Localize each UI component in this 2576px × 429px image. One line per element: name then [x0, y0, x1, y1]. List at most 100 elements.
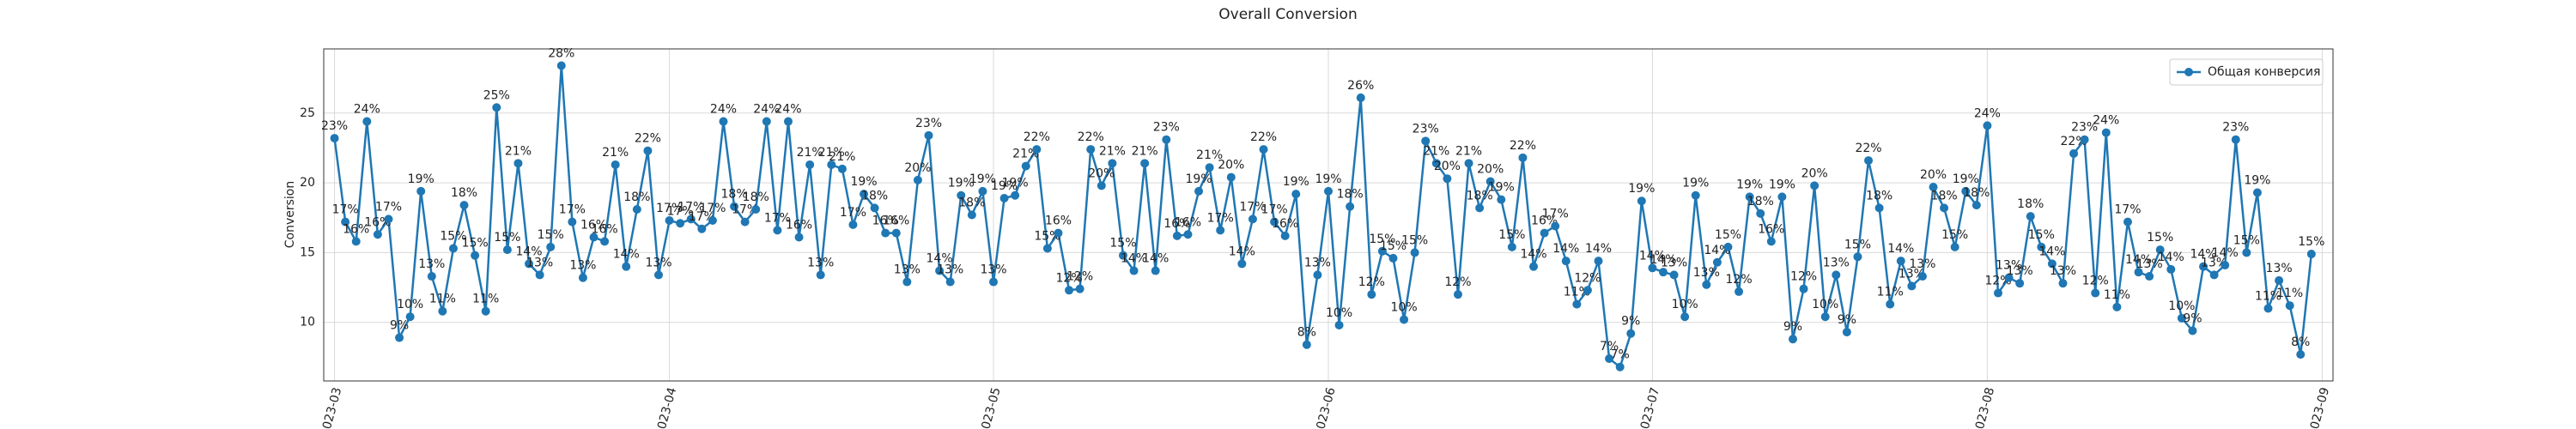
value-label: 18%	[861, 189, 888, 202]
point	[1108, 159, 1117, 168]
value-label: 17%	[840, 206, 866, 220]
value-label: 20%	[1920, 168, 1947, 182]
value-label: 24%	[1974, 106, 2001, 120]
point	[1551, 221, 1560, 231]
value-label: 24%	[2093, 114, 2119, 128]
value-label: 12%	[1444, 275, 1471, 289]
point	[2199, 262, 2208, 271]
value-label: 21%	[505, 144, 532, 158]
value-label: 11%	[2276, 287, 2303, 300]
value-label: 19%	[1283, 175, 1309, 189]
value-label: 20%	[1218, 159, 1244, 172]
value-label: 19%	[850, 175, 877, 189]
value-label: 23%	[1413, 122, 1439, 136]
point	[2242, 248, 2251, 257]
point	[1194, 186, 1204, 196]
value-label: 13%	[1661, 256, 1687, 269]
point	[1820, 312, 1830, 322]
point	[589, 233, 598, 242]
value-label: 14%	[2038, 245, 2065, 258]
point	[2069, 148, 2079, 158]
point	[999, 193, 1009, 202]
value-label: 24%	[775, 103, 801, 117]
point	[1464, 159, 1473, 168]
point	[1896, 257, 1905, 266]
point	[913, 175, 922, 184]
value-label: 17%	[699, 202, 726, 215]
point	[2209, 270, 2219, 280]
point	[751, 204, 761, 214]
value-label: 21%	[1423, 144, 1449, 158]
chart-title: Overall Conversion	[1218, 6, 1357, 23]
legend-box	[2169, 58, 2324, 86]
point	[2134, 268, 2143, 277]
point	[1766, 237, 1776, 246]
value-label: 15%	[538, 228, 564, 242]
value-label: 22%	[1024, 130, 1050, 144]
value-label: 15%	[1498, 228, 1525, 242]
value-label: 17%	[375, 200, 402, 214]
point	[1864, 156, 1874, 166]
point	[1042, 244, 1052, 253]
value-label: 16%	[786, 219, 812, 233]
value-label: 13%	[1909, 257, 1935, 271]
point	[2047, 259, 2057, 269]
point	[1917, 272, 1927, 281]
point	[568, 217, 577, 227]
value-label: 7%	[1611, 348, 1630, 362]
value-label: 18%	[1963, 186, 1990, 200]
value-label: 16%	[1045, 214, 1072, 228]
value-label: 23%	[915, 117, 942, 130]
point	[1712, 257, 1722, 267]
point	[848, 220, 858, 229]
value-label: 24%	[753, 103, 780, 117]
point	[1259, 145, 1268, 154]
point	[2285, 301, 2294, 311]
point	[384, 214, 393, 224]
value-label: 11%	[472, 293, 499, 306]
value-label: 19%	[1736, 178, 1763, 191]
point	[1756, 208, 1765, 218]
point	[1605, 353, 1614, 363]
x-tick-label: 2023-04	[653, 386, 680, 429]
value-label: 13%	[418, 257, 445, 271]
value-label: 16%	[872, 214, 899, 228]
value-label: 13%	[1996, 259, 2022, 273]
point	[1097, 181, 1106, 190]
value-label: 19%	[1315, 172, 1341, 186]
point	[2015, 279, 2025, 288]
value-label: 12%	[1790, 270, 1817, 284]
point	[427, 272, 436, 281]
value-label: 10%	[397, 298, 423, 311]
value-label: 15%	[1401, 233, 1428, 247]
point	[891, 228, 901, 238]
value-label: 19%	[969, 172, 996, 186]
value-label: 16%	[1272, 217, 1298, 231]
value-label: 13%	[1304, 256, 1331, 269]
value-label: 14%	[1585, 242, 1612, 256]
x-tick-label: 2023-07	[1637, 386, 1663, 429]
value-label: 19%	[991, 179, 1018, 193]
point	[2155, 245, 2165, 255]
value-label: 23%	[2222, 121, 2249, 135]
value-label: 15%	[494, 231, 520, 245]
value-label: 12%	[1726, 273, 1753, 287]
point	[459, 201, 469, 210]
value-label: 22%	[2061, 135, 2087, 148]
y-tick-label: 20	[300, 176, 315, 190]
value-label: 21%	[1099, 144, 1126, 158]
point	[1388, 253, 1398, 263]
point	[351, 237, 361, 246]
value-label: 21%	[1455, 144, 1482, 158]
value-label: 10%	[1672, 298, 1698, 311]
value-label: 18%	[1747, 195, 1774, 208]
value-label: 11%	[2255, 289, 2281, 303]
value-label: 14%	[2125, 253, 2152, 267]
point	[1497, 195, 1506, 204]
value-label: 14%	[1229, 245, 1255, 258]
point	[2037, 242, 2046, 251]
value-label: 12%	[1358, 275, 1385, 289]
value-label: 17%	[2114, 203, 2141, 217]
point	[1788, 335, 1797, 344]
point	[1431, 159, 1441, 168]
